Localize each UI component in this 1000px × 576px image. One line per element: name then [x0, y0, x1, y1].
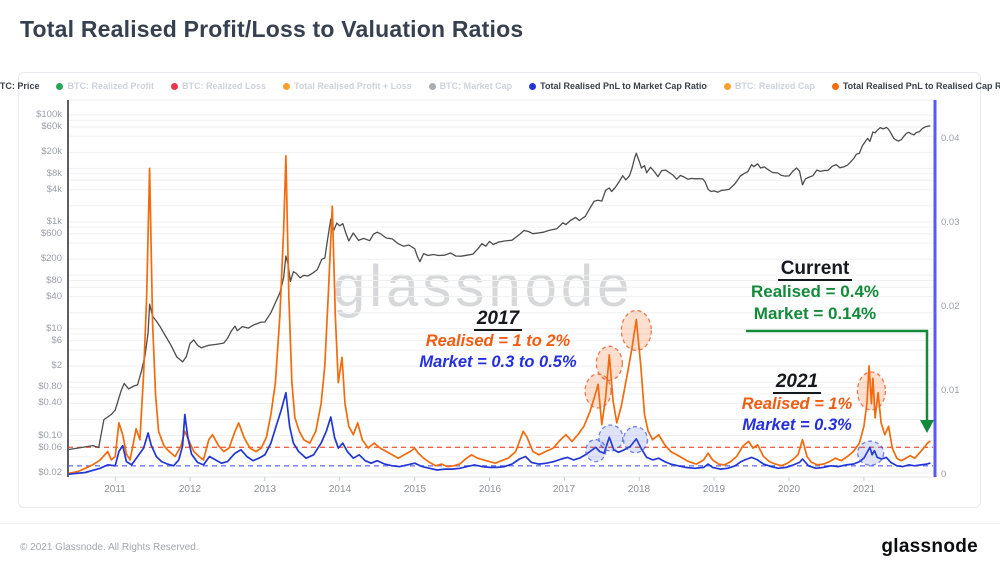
- left-axis-tick-label: $10: [46, 323, 62, 334]
- left-axis-tick-label: $40: [46, 291, 62, 302]
- legend-item[interactable]: BTC: Realized Profit: [56, 81, 154, 91]
- legend-dot-icon: [529, 82, 537, 90]
- left-axis-tick-label: $20k: [41, 146, 62, 157]
- legend-item[interactable]: Total Realised Profit + Loss: [282, 81, 412, 91]
- left-axis-tick-label: $200: [40, 253, 62, 264]
- right-axis-tick-label: 0: [941, 469, 947, 480]
- left-axis-tick-label: $1k: [46, 216, 62, 227]
- legend-item-label: BTC: Realized Loss: [181, 81, 266, 91]
- annotation-2017-title: 2017: [473, 309, 523, 331]
- x-axis-tick-label: 2016: [478, 484, 502, 495]
- annotation-current-market: Market = 0.14%: [753, 303, 877, 323]
- legend-dot-icon: [723, 82, 731, 90]
- left-axis-tick-label: $600: [40, 228, 62, 239]
- legend-item-label: BTC: Price: [0, 81, 40, 91]
- left-axis-tick-label: $0.02: [38, 467, 62, 478]
- left-axis-tick-label: $80: [46, 275, 62, 286]
- left-axis-tick-label: $60k: [41, 121, 62, 132]
- x-axis-tick-label: 2018: [627, 484, 651, 495]
- x-axis-tick-label: 2020: [777, 484, 801, 495]
- annotation-2021: 2021 Realised = 1% Market = 0.3%: [707, 372, 887, 436]
- legend-dot-icon: [831, 82, 839, 90]
- annotation-2017-realised: Realised = 1 to 2%: [425, 331, 571, 350]
- copyright-text: © 2021 Glassnode. All Rights Reserved.: [20, 542, 199, 553]
- current-arrow-head-icon: [920, 420, 934, 433]
- legend-item[interactable]: BTC: Price: [0, 81, 39, 91]
- legend-item-label: BTC: Realized Profit: [67, 81, 154, 91]
- legend-item-label: BTC: Market Cap: [439, 81, 513, 91]
- annotation-current: Current Realised = 0.4% Market = 0.14%: [725, 259, 905, 324]
- right-axis-tick-label: 0.04: [941, 133, 960, 144]
- series-pnl-to-market-cap: [67, 391, 931, 476]
- left-axis-tick-label: $6: [51, 335, 62, 346]
- legend-dot-icon: [282, 82, 290, 90]
- chart-legend: BTC: Price BTC: Realized Profit BTC: Reali…: [0, 81, 1000, 91]
- x-axis-tick-label: 2013: [253, 484, 277, 495]
- legend-item[interactable]: Total Realised PnL to Market Cap Ratio: [529, 81, 707, 91]
- x-axis-tick-label: 2011: [104, 484, 126, 495]
- left-axis-tick-label: $0.06: [38, 442, 62, 453]
- x-axis-tick-label: 2015: [403, 484, 427, 495]
- left-axis-tick-label: $2: [51, 360, 62, 371]
- series-pnl-to-realised-cap: [67, 154, 931, 475]
- legend-item-label: Total Realised PnL to Market Cap Ratio: [540, 81, 707, 91]
- highlight-circle: [595, 345, 623, 381]
- footer: © 2021 Glassnode. All Rights Reserved. g…: [0, 523, 1000, 576]
- highlight-circle: [598, 424, 624, 452]
- annotation-2017: 2017 Realised = 1 to 2% Market = 0.3 to …: [398, 309, 598, 373]
- current-arrow-line: [746, 329, 929, 421]
- x-axis-tick-label: 2012: [178, 484, 202, 495]
- legend-item[interactable]: BTC: Market Cap: [428, 81, 513, 91]
- legend-dot-icon: [56, 82, 64, 90]
- x-axis-tick-label: 2014: [328, 484, 352, 495]
- left-axis-tick-label: $4k: [46, 184, 62, 195]
- annotation-2021-realised: Realised = 1%: [741, 394, 853, 413]
- right-axis-tick-label: 0.01: [941, 385, 960, 396]
- annotation-current-realised: Realised = 0.4%: [750, 281, 880, 301]
- page-title: Total Realised Profit/Loss to Valuation …: [20, 16, 524, 42]
- left-axis-tick-label: $8k: [46, 168, 62, 179]
- highlight-circle: [584, 373, 612, 409]
- x-axis-tick-label: 2021: [852, 484, 876, 495]
- annotation-2021-market: Market = 0.3%: [742, 416, 852, 435]
- legend-dot-icon: [170, 82, 178, 90]
- legend-item-label: Total Realised Profit + Loss: [293, 81, 412, 91]
- left-axis-tick-label: $0.10: [38, 430, 62, 441]
- legend-item[interactable]: BTC: Realized Loss: [170, 81, 266, 91]
- left-axis-tick-label: $100k: [36, 109, 62, 120]
- left-axis-tick-label: $0.40: [38, 397, 62, 408]
- legend-item-label: BTC: Realized Cap: [734, 81, 815, 91]
- annotation-2017-market: Market = 0.3 to 0.5%: [419, 353, 577, 372]
- highlight-circle: [856, 440, 885, 466]
- glassnode-logo: glassnode: [881, 536, 978, 557]
- right-axis-tick-label: 0.02: [941, 301, 960, 312]
- left-axis-tick-label: $0.80: [38, 381, 62, 392]
- x-axis-tick-label: 2017: [552, 484, 576, 495]
- legend-item[interactable]: BTC: Realized Cap: [723, 81, 815, 91]
- annotation-current-title: Current: [777, 259, 853, 281]
- legend-item-label: Total Realised PnL to Realised Cap Ratio: [842, 81, 1000, 91]
- x-axis-tick-label: 2019: [702, 484, 726, 495]
- series-btc-price: [68, 125, 931, 451]
- legend-dot-icon: [428, 82, 436, 90]
- highlight-circle: [856, 371, 887, 411]
- highlight-circle: [622, 426, 649, 454]
- annotation-2021-title: 2021: [772, 372, 822, 394]
- legend-item[interactable]: Total Realised PnL to Realised Cap Ratio: [831, 81, 1000, 91]
- highlight-circle: [620, 309, 652, 352]
- right-axis-tick-label: 0.03: [941, 217, 960, 228]
